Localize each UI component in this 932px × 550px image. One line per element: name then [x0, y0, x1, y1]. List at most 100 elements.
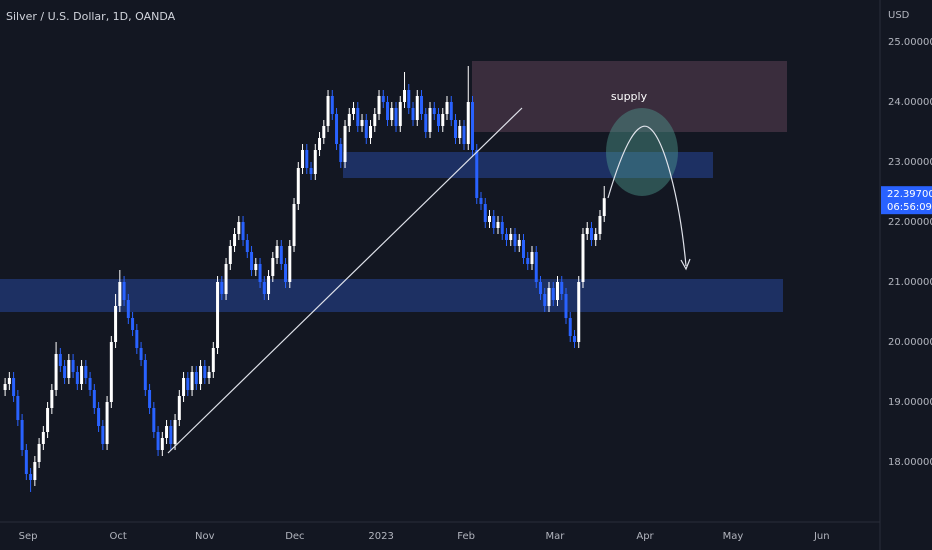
y-tick-label: 21.00000 — [888, 277, 932, 288]
candle-body — [309, 168, 313, 174]
candle-body — [58, 354, 62, 366]
candle-body — [500, 222, 504, 234]
drawings — [0, 61, 787, 312]
candle-body — [126, 300, 130, 318]
candle-body — [301, 150, 305, 168]
candle-body — [84, 366, 88, 378]
candle-body — [420, 96, 424, 114]
candle-body — [322, 126, 326, 138]
resistance-zone — [343, 152, 713, 178]
candle-body — [173, 420, 177, 444]
candle-body — [458, 126, 462, 138]
candle-body — [318, 138, 322, 150]
candle-body — [598, 216, 602, 234]
candle-body — [220, 282, 224, 294]
x-tick-label: Dec — [285, 531, 304, 542]
countdown-label: 06:56:09 — [887, 202, 932, 213]
candle-body — [560, 282, 564, 294]
candle-body — [407, 90, 411, 108]
candle-body — [330, 96, 334, 114]
candle-body — [347, 114, 351, 126]
currency-label: USD — [888, 10, 910, 21]
candle-body — [160, 438, 164, 450]
x-tick-label: Oct — [109, 531, 126, 542]
candle-body — [577, 282, 581, 342]
candle-body — [50, 390, 54, 408]
candle-body — [148, 390, 152, 408]
candle-body — [37, 444, 41, 462]
candle-body — [224, 264, 228, 294]
candle-body — [216, 282, 220, 348]
candle-body — [369, 126, 373, 138]
candle-body — [504, 234, 508, 240]
x-tick-label: Jun — [813, 531, 830, 542]
candle-body — [471, 102, 475, 150]
candle-body — [41, 432, 45, 444]
candle-body — [538, 282, 542, 294]
candle-body — [386, 102, 390, 120]
candle-body — [80, 366, 84, 384]
candle-body — [360, 120, 364, 126]
candle-body — [381, 96, 385, 102]
candle-body — [513, 234, 517, 246]
y-tick-label: 20.00000 — [888, 337, 932, 348]
overlay: supply — [167, 90, 691, 454]
candle-body — [352, 108, 356, 114]
candle-body — [254, 264, 258, 270]
candle-body — [88, 378, 92, 390]
candle-body — [279, 246, 283, 264]
candle-body — [568, 318, 572, 336]
candle-body — [267, 276, 271, 294]
candle-body — [245, 240, 249, 252]
candle-body — [594, 234, 598, 240]
candle-body — [551, 288, 555, 300]
x-tick-label: Apr — [636, 531, 654, 542]
candle-body — [394, 108, 398, 126]
candle-body — [373, 114, 377, 126]
candle-body — [466, 102, 470, 144]
candle-body — [335, 114, 339, 144]
candle-body — [143, 360, 147, 390]
candle-body — [46, 408, 50, 432]
candle-body — [555, 282, 559, 300]
candle-body — [441, 114, 445, 126]
candle-body — [54, 354, 58, 390]
candle-body — [182, 378, 186, 396]
candle-body — [152, 408, 156, 432]
candle-body — [131, 318, 135, 330]
candle-body — [411, 108, 415, 120]
candle-body — [296, 168, 300, 204]
candle-body — [20, 420, 24, 450]
candle-body — [109, 342, 113, 402]
candle-body — [364, 120, 368, 138]
candle-body — [454, 120, 458, 138]
candle-body — [199, 366, 203, 384]
candle-body — [424, 114, 428, 132]
x-tick-label: Sep — [19, 531, 38, 542]
candle-body — [530, 252, 534, 264]
x-tick-label: Nov — [195, 531, 215, 542]
candle-body — [572, 336, 576, 342]
candle-body — [585, 228, 589, 234]
candle-body — [483, 204, 487, 222]
candle-body — [449, 102, 453, 120]
candle-body — [492, 216, 496, 228]
candle-body — [547, 288, 551, 306]
candle-body — [139, 348, 143, 360]
annotation: supply — [611, 90, 648, 103]
candle-body — [534, 252, 538, 282]
candle-body — [71, 360, 75, 372]
candle-body — [581, 234, 585, 282]
candle-body — [16, 396, 20, 420]
candle-body — [509, 234, 513, 240]
candle-body — [237, 222, 241, 234]
y-tick-label: 24.00000 — [888, 97, 932, 108]
candle-body — [488, 216, 492, 222]
candle-body — [190, 372, 194, 390]
candle-body — [24, 450, 28, 474]
candle-body — [292, 204, 296, 246]
candle-body — [33, 462, 37, 480]
candle-body — [284, 264, 288, 282]
candle-body — [114, 306, 118, 342]
candle-body — [262, 282, 266, 294]
